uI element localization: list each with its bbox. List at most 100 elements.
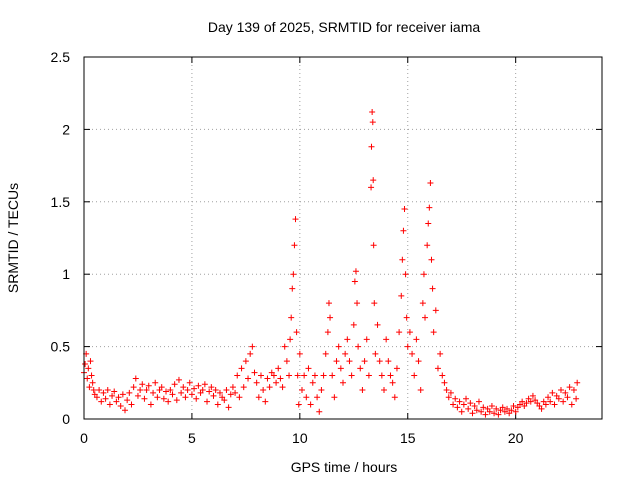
data-point [154, 394, 161, 401]
data-point [212, 387, 219, 394]
data-point [491, 410, 498, 417]
data-point [180, 384, 187, 391]
data-point [450, 401, 457, 408]
data-point [191, 385, 198, 392]
data-point [150, 389, 157, 396]
data-point [467, 400, 474, 407]
data-point [331, 394, 338, 401]
data-point [493, 405, 500, 412]
data-point [469, 410, 476, 417]
data-point [549, 389, 556, 396]
data-point [482, 411, 489, 418]
data-point [381, 387, 388, 394]
data-point [368, 184, 375, 191]
data-point [346, 358, 353, 365]
data-point [573, 395, 580, 402]
data-point [132, 375, 139, 382]
data-point [486, 408, 493, 415]
data-point [387, 372, 394, 379]
data-point [227, 391, 234, 398]
data-point [422, 314, 429, 321]
data-point [290, 271, 297, 278]
data-point [428, 256, 435, 263]
x-axis-ticks: 0 5 10 15 20 [80, 57, 524, 446]
data-point [523, 400, 530, 407]
data-point [445, 394, 452, 401]
data-point [119, 391, 126, 398]
data-point [401, 206, 408, 213]
data-point [411, 372, 418, 379]
data-point [273, 379, 280, 386]
data-point [419, 300, 426, 307]
data-point [85, 365, 92, 372]
data-point [335, 343, 342, 350]
data-point [288, 314, 295, 321]
data-point [86, 384, 93, 391]
data-point [184, 387, 191, 394]
data-point [399, 256, 406, 263]
data-point [279, 384, 286, 391]
data-point [417, 387, 424, 394]
data-point [245, 375, 252, 382]
data-point [89, 379, 96, 386]
data-point [152, 379, 159, 386]
data-point [128, 401, 135, 408]
data-point [351, 278, 358, 285]
data-point [165, 398, 172, 405]
data-point [325, 300, 332, 307]
data-point [111, 388, 118, 395]
data-point [393, 365, 400, 372]
data-point [147, 401, 154, 408]
y-tick-label: 1 [62, 266, 70, 282]
data-point [169, 391, 176, 398]
data-point [337, 365, 344, 372]
data-point [201, 381, 208, 388]
data-point [130, 384, 137, 391]
data-point [303, 394, 310, 401]
data-point [295, 401, 302, 408]
data-point [281, 343, 288, 350]
data-point [369, 119, 376, 126]
data-point [374, 321, 381, 328]
data-point [369, 109, 376, 116]
data-point [391, 394, 398, 401]
x-tick-label: 15 [400, 430, 416, 446]
data-point [378, 372, 385, 379]
data-point [555, 395, 562, 402]
data-point [327, 314, 334, 321]
y-tick-label: 1.5 [51, 194, 71, 210]
data-point [368, 143, 375, 150]
data-point [178, 389, 185, 396]
data-point [236, 394, 243, 401]
data-point [499, 404, 506, 411]
data-point [562, 389, 569, 396]
data-point [400, 227, 407, 234]
data-point [324, 329, 331, 336]
data-point [82, 360, 89, 367]
data-point [527, 398, 534, 405]
data-point [253, 379, 260, 386]
data-point [510, 402, 517, 409]
data-point [429, 285, 436, 292]
data-point [560, 398, 567, 405]
data-point [333, 358, 340, 365]
data-point [100, 389, 107, 396]
data-point [251, 369, 258, 376]
data-point [249, 343, 256, 350]
y-axis-label: SRMTID / TECUs [5, 183, 21, 293]
data-point [298, 387, 305, 394]
chart-title: Day 139 of 2025, SRMTID for receiver iam… [208, 19, 481, 35]
data-point [389, 379, 396, 386]
data-point [316, 408, 323, 415]
data-point [264, 375, 271, 382]
data-point [413, 336, 420, 343]
data-point [570, 387, 577, 394]
data-point [329, 372, 336, 379]
data-point [260, 387, 267, 394]
data-point [342, 350, 349, 357]
data-point [293, 329, 300, 336]
data-point [93, 394, 100, 401]
data-point [102, 395, 109, 402]
data-point [403, 314, 410, 321]
data-point [458, 408, 465, 415]
